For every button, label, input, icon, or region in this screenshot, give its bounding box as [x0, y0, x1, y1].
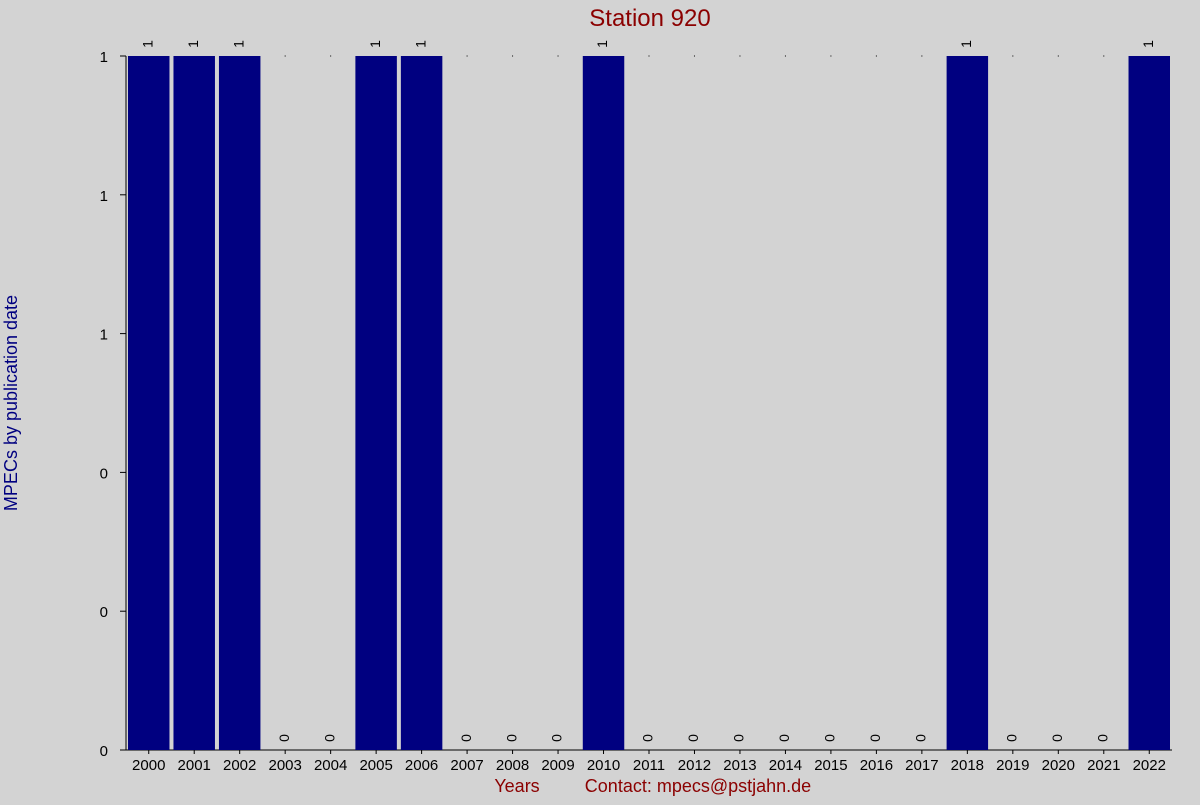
axes: 0 0 0 1 1 1 2000 2001 2002 2003 2004 2005 2006 2007 20… [100, 49, 1172, 774]
bar-top-dot [284, 55, 286, 57]
x-tick-label: 2017 [905, 757, 938, 774]
x-tick-label: 2016 [860, 757, 893, 774]
bar-value-label: 0 [867, 734, 883, 742]
bar-value-label: 0 [1049, 734, 1065, 742]
bar-value-label: 1 [367, 40, 383, 48]
bar-value-label: 0 [276, 734, 292, 742]
bar-top-dot [830, 55, 832, 57]
contact-label: Contact: mpecs@pstjahn.de [585, 776, 811, 796]
y-tick-label: 0 [100, 604, 108, 621]
chart-title: Station 920 [589, 5, 710, 32]
bar-value-label: 0 [458, 734, 474, 742]
x-tick-label: 2014 [769, 757, 802, 774]
bar-2001 [173, 56, 215, 750]
bar-value-label: 0 [1094, 734, 1110, 742]
bar-top-dot [1057, 55, 1059, 57]
x-tick-label: 2018 [951, 757, 984, 774]
bar-top-dot [784, 55, 786, 57]
bar-top-dot [466, 55, 468, 57]
bar-2005 [355, 56, 397, 750]
bar-top-dot [557, 55, 559, 57]
x-tick-label: 2008 [496, 757, 529, 774]
bar-2010 [582, 56, 625, 750]
bar-value-label: 0 [503, 734, 519, 742]
bars: 1 1 1 0 0 1 1 0 0 0 1 0 0 0 0 0 0 0 1 0 0 0 1 [128, 40, 1170, 750]
bar-2000 [128, 56, 170, 750]
x-tick-label: 2010 [587, 757, 620, 774]
x-tick-label: 2007 [450, 757, 483, 774]
bar-value-label: 1 [1140, 40, 1156, 48]
x-tick-label: 2012 [678, 757, 711, 774]
x-tick-label: 2011 [633, 757, 665, 774]
bar-2018 [946, 56, 989, 750]
bar-top-dot [330, 55, 332, 57]
y-tick-label: 0 [100, 465, 108, 482]
bar-top-dot [921, 55, 923, 57]
bar-top-dot [648, 55, 650, 57]
x-tick-label: 2000 [132, 757, 165, 774]
x-tick-label: 2006 [405, 757, 438, 774]
bar-top-dot [1012, 55, 1014, 57]
bar-top-dot [512, 55, 514, 57]
y-tick-label: 0 [100, 743, 108, 760]
bar-value-label: 0 [731, 734, 747, 742]
bar-value-label: 0 [1004, 734, 1020, 742]
bar-2006 [400, 56, 443, 750]
y-tick-label: 1 [100, 188, 108, 205]
x-tick-label: 2001 [178, 757, 211, 774]
bar-top-dot [693, 55, 695, 57]
x-tick-label: 2003 [268, 757, 301, 774]
bar-value-label: 0 [822, 734, 838, 742]
y-tick-label: 1 [100, 49, 108, 66]
bar-2022 [1128, 56, 1170, 750]
bar-top-dot [875, 55, 877, 57]
bar-value-label: 0 [549, 734, 565, 742]
bar-value-label: 1 [958, 40, 974, 48]
x-tick-label: 2005 [359, 757, 392, 774]
bar-value-label: 1 [230, 40, 246, 48]
x-tick-label: 2022 [1133, 757, 1166, 774]
y-tick-label: 1 [100, 327, 108, 344]
bar-value-label: 1 [139, 40, 155, 48]
bar-value-label: 0 [640, 734, 656, 742]
bar-value-label: 1 [185, 40, 201, 48]
bar-top-dot [739, 55, 741, 57]
x-tick-label: 2020 [1042, 757, 1075, 774]
x-tick-label: 2002 [223, 757, 256, 774]
y-axis-label: MPECs by publication date [1, 295, 21, 511]
x-tick-label: 2021 [1087, 757, 1120, 774]
x-tick-label: 2019 [996, 757, 1029, 774]
x-tick-label: 2013 [723, 757, 756, 774]
bar-value-label: 0 [685, 734, 701, 742]
bar-value-label: 1 [594, 40, 610, 48]
x-tick-label: 2004 [314, 757, 347, 774]
bar-top-dot [1103, 55, 1105, 57]
bar-value-label: 0 [913, 734, 929, 742]
bar-value-label: 0 [776, 734, 792, 742]
bar-value-label: 1 [412, 40, 428, 48]
bar-value-label: 0 [321, 734, 337, 742]
x-tick-label: 2015 [814, 757, 847, 774]
x-axis-label: Years [494, 776, 539, 796]
x-tick-label: 2009 [541, 757, 574, 774]
bar-2002 [218, 56, 261, 750]
